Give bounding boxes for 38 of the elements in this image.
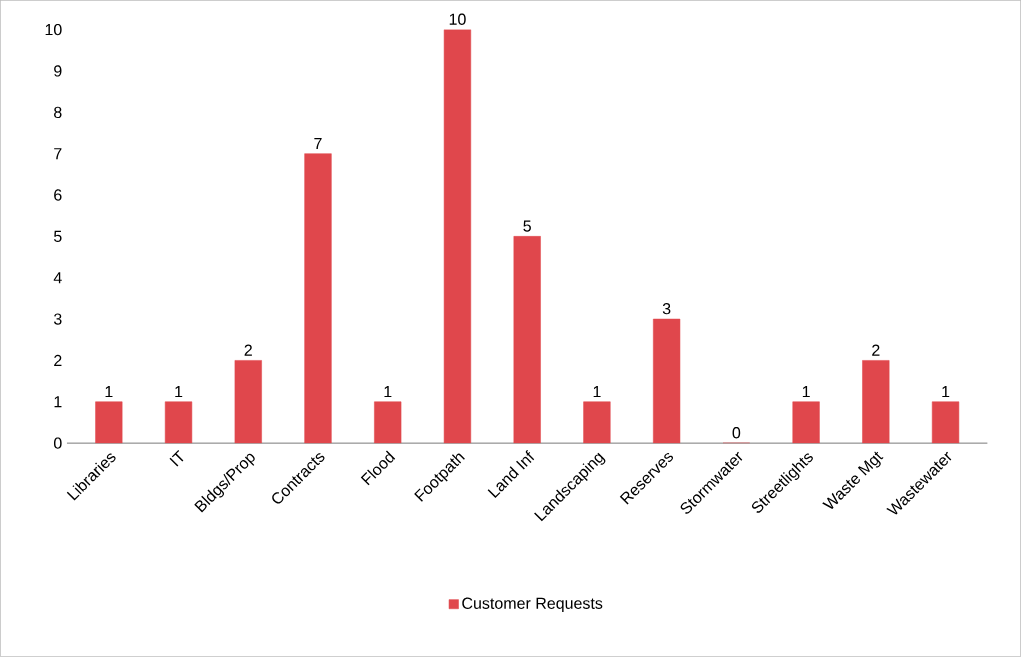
bar bbox=[304, 153, 332, 444]
y-tick-label: 0 bbox=[53, 437, 62, 449]
bar bbox=[234, 360, 262, 444]
bar bbox=[95, 401, 123, 444]
bar bbox=[792, 401, 820, 444]
y-tick-label: 5 bbox=[54, 230, 62, 243]
y-tick-label: 9 bbox=[54, 65, 62, 77]
bar bbox=[374, 401, 402, 444]
y-tick-label: 1 bbox=[54, 396, 62, 408]
data-label: 1 bbox=[593, 386, 601, 398]
data-label: 1 bbox=[384, 386, 392, 398]
x-tick-label: IT bbox=[169, 450, 184, 467]
y-tick-label: 3 bbox=[53, 313, 62, 325]
data-label: 5 bbox=[523, 220, 531, 232]
y-tick-label: 10 bbox=[45, 24, 62, 36]
y-tick-label: 8 bbox=[54, 106, 62, 119]
bar bbox=[583, 401, 611, 444]
bar bbox=[443, 29, 472, 444]
data-label: 1 bbox=[942, 386, 950, 398]
data-label: 0 bbox=[732, 427, 741, 439]
data-label: 2 bbox=[244, 344, 252, 356]
bar bbox=[513, 236, 541, 444]
bar bbox=[931, 401, 960, 444]
y-tick-label: 7 bbox=[54, 148, 62, 160]
data-label: 3 bbox=[662, 303, 671, 315]
y-tick-label: 2 bbox=[54, 354, 62, 367]
data-label: 2 bbox=[872, 344, 880, 356]
bar bbox=[164, 401, 193, 444]
data-label: 10 bbox=[449, 13, 466, 25]
y-tick-label: 4 bbox=[53, 272, 62, 284]
bar bbox=[653, 318, 681, 444]
data-label: 1 bbox=[175, 386, 183, 398]
bar bbox=[862, 360, 890, 444]
data-label: 7 bbox=[314, 138, 322, 150]
data-label: 1 bbox=[105, 386, 113, 398]
data-label: 1 bbox=[802, 386, 810, 398]
y-tick-label: 6 bbox=[54, 189, 62, 201]
legend-label: Customer Requests bbox=[462, 597, 603, 613]
